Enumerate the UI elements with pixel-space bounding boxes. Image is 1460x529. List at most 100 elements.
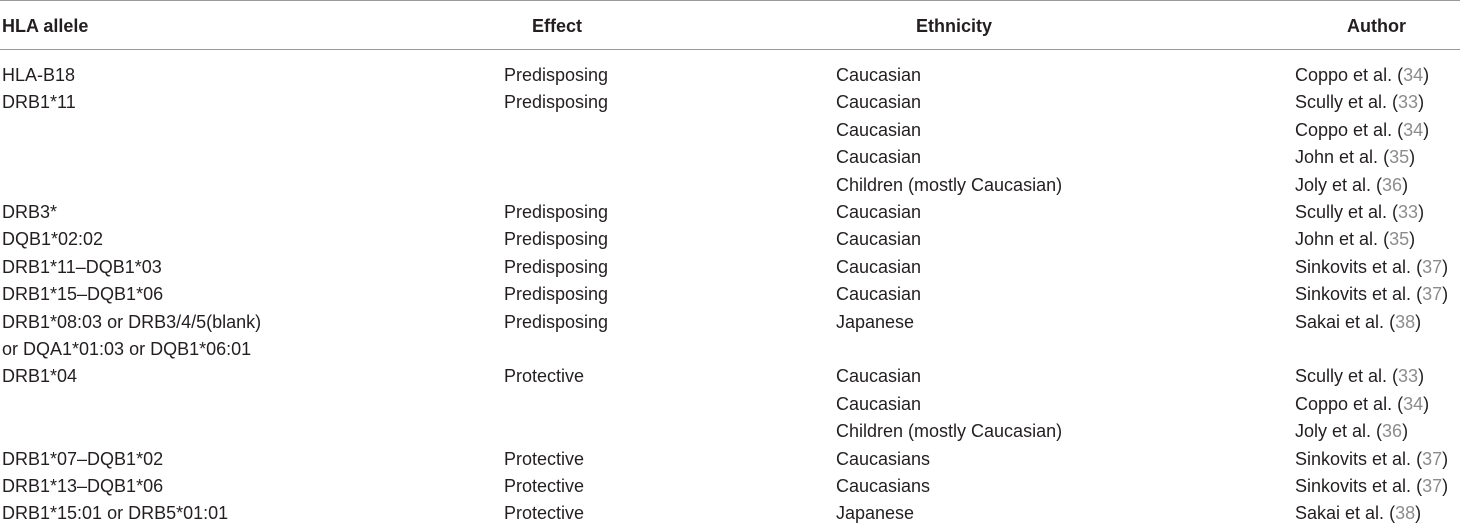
- cell-author: John et al. (35): [1295, 229, 1416, 250]
- author-name: John et al.: [1295, 147, 1379, 168]
- reference-link[interactable]: 37: [1422, 448, 1443, 469]
- cell-author: Sinkovits et al. (37): [1295, 284, 1449, 305]
- cell-author: Coppo et al. (34): [1295, 65, 1430, 85]
- reference-link[interactable]: 33: [1398, 92, 1419, 113]
- author-name: Coppo et al.: [1295, 393, 1393, 414]
- cell-author: Joly et al. (36): [1295, 174, 1409, 195]
- cell-ethnicity: Caucasian: [836, 92, 922, 113]
- table-row: DRB1*15:01 or DRB5*01:01 Protective Japane…: [0, 502, 1460, 529]
- table-row: DRB1*13–DQB1*06 Protective Caucasians Sinko…: [0, 475, 1460, 502]
- table-row: or DQA1*01:03 or DQB1*06:01: [0, 338, 1460, 365]
- author-name: Joly et al.: [1295, 421, 1372, 442]
- author-name: Scully et al.: [1295, 366, 1388, 387]
- cell-hla-allele: DRB3*: [2, 202, 58, 222]
- cell-effect: Protective: [504, 476, 585, 496]
- cell-hla-allele: DRB1*04: [2, 366, 78, 387]
- author-name: Scully et al.: [1295, 202, 1388, 222]
- cell-ethnicity: Caucasian: [836, 393, 922, 414]
- cell-effect: Predisposing: [504, 311, 609, 332]
- table-row: DRB3* Predisposing Caucasian Scully et al. …: [0, 201, 1460, 228]
- cell-hla-allele: DQB1*02:02: [2, 229, 104, 250]
- cell-effect: Protective: [504, 448, 585, 469]
- cell-effect: Predisposing: [504, 284, 609, 305]
- table-row: DQB1*02:02 Predisposing Caucasian John et a…: [0, 228, 1460, 255]
- reference-link[interactable]: 37: [1422, 256, 1443, 277]
- reference-link[interactable]: 36: [1382, 421, 1403, 442]
- cell-ethnicity: Children (mostly Caucasian): [836, 174, 1063, 195]
- table-row: DRB1*15–DQB1*06 Predisposing Caucasian Sink…: [0, 283, 1460, 310]
- cell-author: Joly et al. (36): [1295, 421, 1409, 442]
- author-name: Sinkovits et al.: [1295, 256, 1412, 277]
- cell-author: Sinkovits et al. (37): [1295, 256, 1449, 277]
- author-name: Sinkovits et al.: [1295, 448, 1412, 469]
- cell-hla-allele: DRB1*08:03 or DRB3/4/5(blank): [2, 311, 262, 332]
- cell-author: Sinkovits et al. (37): [1295, 448, 1449, 469]
- cell-effect: Protective: [504, 366, 585, 387]
- author-name: John et al.: [1295, 229, 1379, 250]
- table-row: DRB1*08:03 or DRB3/4/5(blank) Predisposin…: [0, 311, 1460, 338]
- cell-effect: Protective: [504, 503, 585, 524]
- table-row: Caucasian Coppo et al. (34): [0, 119, 1460, 146]
- cell-ethnicity: Caucasians: [836, 476, 931, 496]
- cell-hla-allele: DRB1*07–DQB1*02: [2, 448, 164, 469]
- column-header-ethnicity: Ethnicity: [916, 16, 993, 36]
- cell-ethnicity: Caucasian: [836, 284, 922, 305]
- cell-ethnicity: Caucasian: [836, 229, 922, 250]
- reference-link[interactable]: 37: [1422, 476, 1443, 496]
- table-row: DRB1*04 Protective Caucasian Scully et al. …: [0, 365, 1460, 392]
- cell-hla-allele: DRB1*11–DQB1*03: [2, 256, 162, 277]
- cell-author: Scully et al. (33): [1295, 202, 1425, 222]
- cell-author: Coppo et al. (34): [1295, 393, 1430, 414]
- reference-link[interactable]: 35: [1389, 147, 1410, 168]
- table-row: HLA-B18 Predisposing Caucasian Coppo et al.…: [0, 64, 1460, 91]
- cell-effect: Predisposing: [504, 65, 609, 85]
- reference-link[interactable]: 38: [1395, 503, 1416, 524]
- cell-effect: Predisposing: [504, 256, 609, 277]
- table-row: Caucasian Coppo et al. (34): [0, 393, 1460, 420]
- reference-link[interactable]: 37: [1422, 284, 1443, 305]
- cell-ethnicity: Children (mostly Caucasian): [836, 421, 1063, 442]
- cell-ethnicity: Caucasian: [836, 65, 922, 85]
- cell-hla-allele: HLA-B18: [2, 65, 76, 85]
- reference-link[interactable]: 34: [1403, 393, 1424, 414]
- cell-author: Scully et al. (33): [1295, 366, 1425, 387]
- reference-link[interactable]: 33: [1398, 202, 1419, 222]
- column-header-effect: Effect: [532, 16, 583, 36]
- column-header-hla-allele: HLA allele: [2, 16, 89, 36]
- author-name: Sinkovits et al.: [1295, 476, 1412, 496]
- table-row: Caucasian John et al. (35): [0, 146, 1460, 173]
- cell-effect: Predisposing: [504, 92, 609, 113]
- cell-hla-allele: DRB1*15:01 or DRB5*01:01: [2, 503, 229, 524]
- reference-link[interactable]: 34: [1403, 65, 1424, 85]
- cell-hla-allele: or DQA1*01:03 or DQB1*06:01: [2, 339, 252, 359]
- header-rule: [0, 49, 1460, 50]
- author-name: Scully et al.: [1295, 92, 1388, 113]
- cell-hla-allele: DRB1*15–DQB1*06: [2, 284, 164, 305]
- cell-ethnicity: Caucasian: [836, 202, 922, 222]
- author-name: Sakai et al.: [1295, 503, 1385, 524]
- cell-author: John et al. (35): [1295, 147, 1416, 168]
- author-name: Coppo et al.: [1295, 65, 1393, 85]
- reference-link[interactable]: 36: [1382, 174, 1403, 195]
- cell-author: Sinkovits et al. (37): [1295, 476, 1449, 496]
- table-row: Children (mostly Caucasian) Joly et al. (…: [0, 174, 1460, 201]
- cell-effect: Predisposing: [504, 202, 609, 222]
- table-row: DRB1*11 Predisposing Caucasian Scully et al…: [0, 91, 1460, 118]
- cell-author: Sakai et al. (38): [1295, 311, 1422, 332]
- column-header-author: Author: [1347, 16, 1406, 36]
- reference-link[interactable]: 35: [1389, 229, 1410, 250]
- cell-ethnicity: Japanese: [836, 311, 915, 332]
- cell-hla-allele: DRB1*11: [2, 92, 76, 113]
- reference-link[interactable]: 38: [1395, 311, 1416, 332]
- cell-ethnicity: Caucasians: [836, 448, 931, 469]
- author-name: Joly et al.: [1295, 174, 1372, 195]
- author-name: Sakai et al.: [1295, 311, 1385, 332]
- author-name: Coppo et al.: [1295, 119, 1393, 140]
- table-row: DRB1*07–DQB1*02 Protective Caucasians Sinko…: [0, 448, 1460, 475]
- cell-ethnicity: Caucasian: [836, 147, 922, 168]
- cell-hla-allele: DRB1*13–DQB1*06: [2, 476, 164, 496]
- cell-author: Coppo et al. (34): [1295, 119, 1430, 140]
- reference-link[interactable]: 34: [1403, 119, 1424, 140]
- reference-link[interactable]: 33: [1398, 366, 1419, 387]
- cell-author: Sakai et al. (38): [1295, 503, 1422, 524]
